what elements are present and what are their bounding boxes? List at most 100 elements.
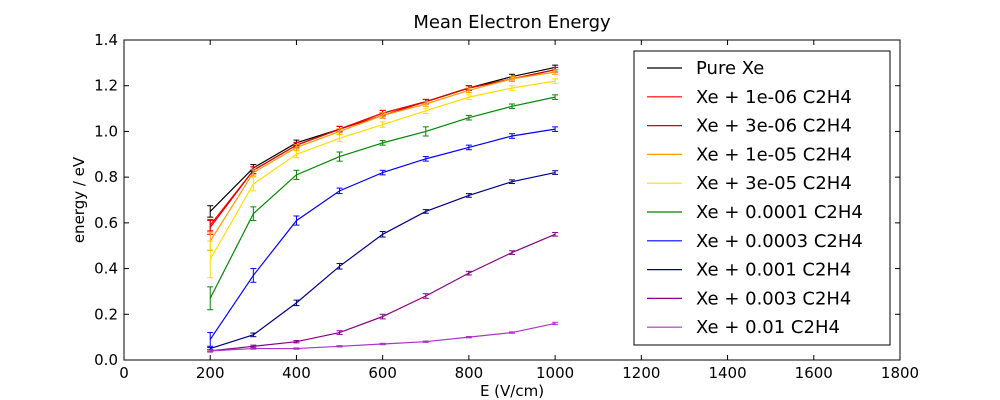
x-tick-label: 800 — [455, 364, 484, 382]
error-bar — [293, 347, 300, 350]
error-bar — [509, 85, 515, 91]
error-bar — [250, 332, 257, 338]
series-line — [210, 322, 556, 352]
error-bar — [465, 114, 472, 121]
series-6 — [207, 126, 559, 347]
error-bar — [422, 107, 429, 115]
legend-item: Xe + 0.01 C2H4 — [647, 317, 840, 338]
legend-label: Xe + 3e-05 C2H4 — [696, 173, 852, 194]
legend-label: Xe + 0.001 C2H4 — [696, 260, 851, 281]
x-tick-label: 400 — [282, 364, 311, 382]
error-bar — [293, 169, 300, 180]
error-bar — [207, 349, 214, 353]
y-tick-label: 1.0 — [94, 122, 118, 140]
series-7 — [207, 170, 559, 351]
error-bar — [379, 231, 386, 238]
y-tick-label: 0.8 — [94, 168, 118, 186]
legend-label: Xe + 0.0003 C2H4 — [696, 231, 863, 252]
legend-item: Xe + 1e-05 C2H4 — [647, 144, 852, 165]
error-bar — [336, 128, 343, 135]
error-bar — [379, 140, 386, 146]
error-bar — [250, 206, 257, 222]
y-tick-label: 1.2 — [94, 77, 118, 95]
error-bar — [422, 126, 429, 137]
error-bar — [465, 87, 472, 94]
x-tick-label: 1600 — [795, 364, 833, 382]
series-line — [209, 66, 556, 212]
legend-item: Xe + 1e-06 C2H4 — [647, 87, 852, 108]
series-1 — [207, 66, 559, 232]
error-bar — [465, 270, 472, 276]
error-bar — [465, 335, 472, 339]
error-bar — [207, 286, 214, 311]
x-tick-label: 1000 — [536, 364, 574, 382]
error-bar — [336, 263, 343, 270]
error-bar — [293, 144, 300, 151]
legend-label: Xe + 0.01 C2H4 — [696, 317, 840, 338]
error-bar — [336, 134, 343, 143]
error-bar — [465, 193, 472, 198]
error-bar — [422, 101, 429, 107]
x-tick-label: 1400 — [708, 364, 746, 382]
x-tick-label: 1200 — [622, 364, 660, 382]
legend-label: Xe + 1e-06 C2H4 — [696, 87, 852, 108]
error-bar — [465, 94, 472, 100]
error-bar — [293, 299, 300, 307]
series-line — [209, 71, 556, 242]
legend-item: Xe + 0.0001 C2H4 — [647, 202, 863, 223]
y-tick-label: 0.6 — [94, 214, 118, 232]
x-axis-label: E (V/cm) — [480, 382, 544, 400]
series-line — [210, 171, 556, 350]
error-bar — [552, 78, 559, 84]
error-bar — [207, 332, 214, 347]
error-bar — [465, 144, 472, 151]
y-tick-label: 0.0 — [94, 351, 118, 369]
x-tick-label: 0 — [119, 364, 129, 382]
error-bar — [379, 342, 386, 346]
error-bar — [509, 179, 515, 185]
legend-label: Xe + 0.0001 C2H4 — [696, 202, 863, 223]
error-bar — [379, 112, 386, 119]
plot-frame — [123, 39, 901, 361]
series-9 — [207, 321, 559, 353]
series-4 — [207, 78, 559, 279]
series-line — [209, 69, 556, 226]
error-bar — [379, 313, 386, 320]
series-5 — [207, 94, 559, 311]
legend-item: Xe + 3e-05 C2H4 — [647, 173, 852, 194]
error-bar — [509, 331, 515, 334]
series-line — [209, 69, 556, 228]
error-bar — [422, 156, 429, 162]
error-bar — [552, 170, 559, 175]
error-bar — [250, 176, 257, 192]
legend: Pure Xe Xe + 1e-06 C2H4 Xe + 3e-06 C2H4 Xe … — [633, 50, 891, 346]
plot-area — [207, 64, 559, 353]
error-bar — [250, 268, 257, 283]
error-bar — [379, 169, 386, 176]
error-bar — [336, 151, 343, 162]
error-bar — [422, 209, 429, 214]
error-bar — [422, 340, 429, 343]
error-bar — [207, 240, 214, 279]
error-bar — [293, 215, 300, 226]
legend-item: Xe + 0.001 C2H4 — [647, 260, 851, 281]
error-bar — [509, 103, 515, 110]
error-bar — [379, 121, 386, 128]
error-bar — [552, 126, 559, 132]
axis-ticks: 0 200 400 600 800 1000 1200 1400 1600 1800 0.0 0.2 0… — [94, 31, 919, 382]
y-axis-label: energy / eV — [70, 156, 88, 243]
series-8 — [207, 231, 559, 353]
x-tick-label: 1800 — [881, 364, 919, 382]
chart-title: Mean Electron Energy — [413, 12, 611, 33]
error-bar — [552, 231, 559, 237]
x-tick-label: 200 — [196, 364, 225, 382]
y-tick-label: 0.4 — [94, 260, 118, 278]
legend-item: Xe + 3e-06 C2H4 — [647, 116, 852, 137]
series-2 — [207, 66, 559, 235]
legend-item: Xe + 0.003 C2H4 — [647, 288, 851, 309]
legend-label: Xe + 1e-05 C2H4 — [696, 144, 852, 165]
legend-item: Pure Xe — [647, 58, 764, 79]
error-bar — [552, 69, 559, 75]
